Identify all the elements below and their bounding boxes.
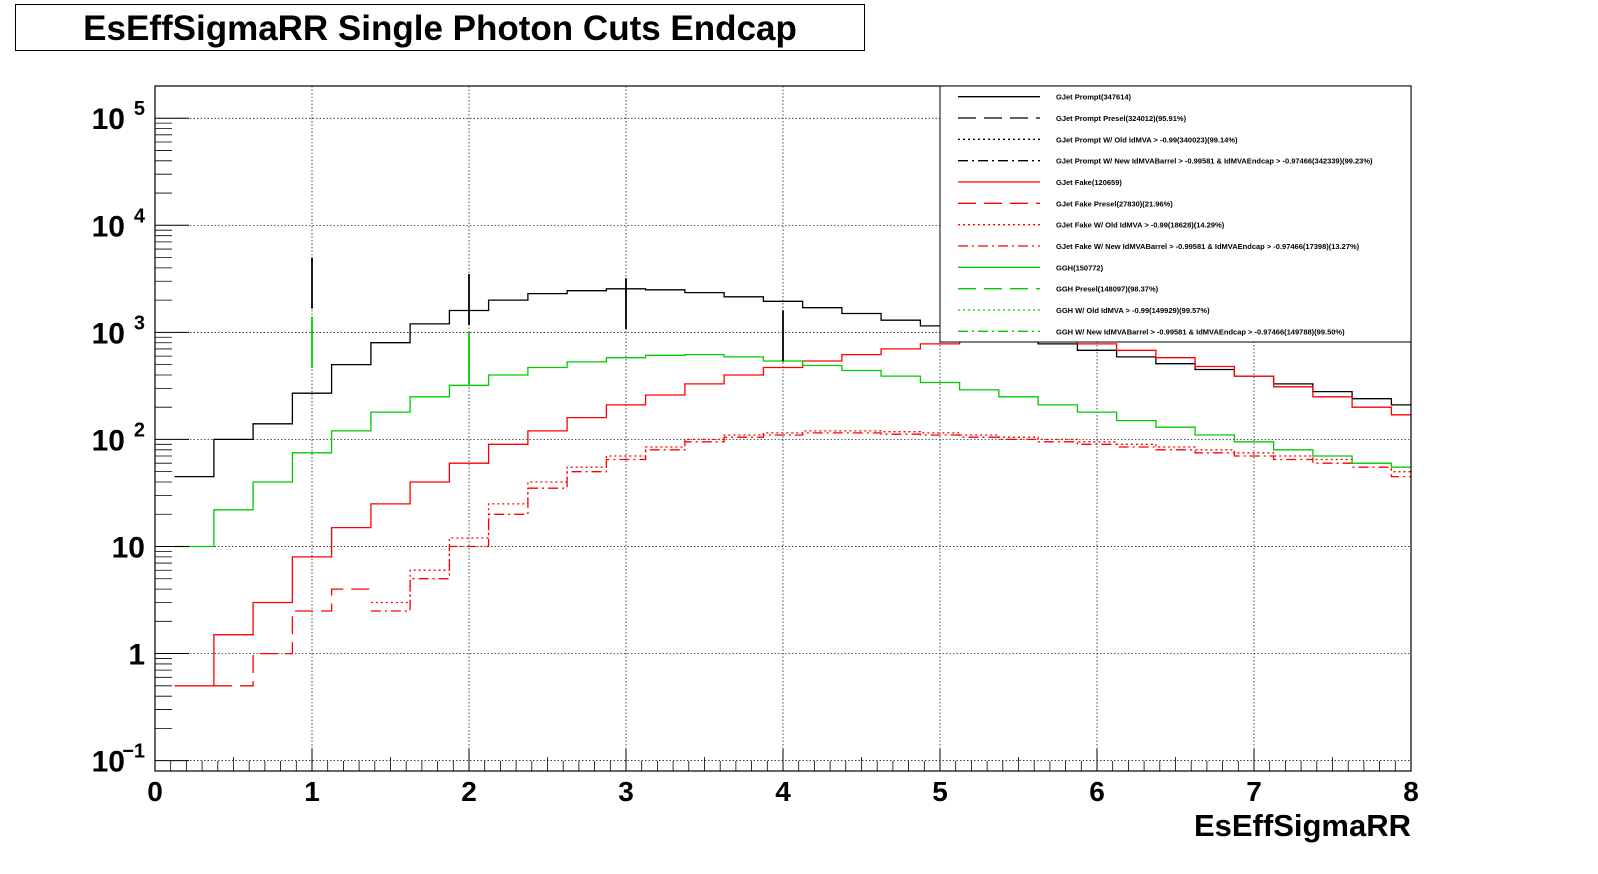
legend-label: GGH W/ Old IdMVA > -0.99(149929)(99.57%) [1056,306,1210,315]
y-tick-label: 10 [92,103,125,136]
y-tick-label: 10 [112,531,145,564]
legend-label: GGH(150772) [1056,263,1104,272]
chart-title-box: EsEffSigmaRR Single Photon Cuts Endcap [15,4,865,51]
y-tick-exponent: 3 [134,312,145,334]
y-tick-exponent: −1 [122,741,145,763]
x-tick-label: 6 [1089,776,1105,807]
x-tick-label: 4 [775,776,791,807]
y-tick-exponent: 2 [134,419,145,441]
x-tick-label: 5 [932,776,948,807]
series-line [174,337,1411,687]
x-tick-label: 2 [461,776,477,807]
legend-label: GJet Fake(120659) [1056,178,1122,187]
series-line [213,588,371,687]
y-tick-exponent: 4 [134,205,146,227]
legend-box [939,85,1412,343]
series-line [174,353,1411,548]
legend-label: GJet Prompt W/ New IdMVABarrel > -0.9958… [1056,157,1373,166]
x-axis-label: EsEffSigmaRR [1194,808,1411,843]
y-tick-label: 10 [92,746,125,779]
x-tick-label: 8 [1403,776,1419,807]
y-tick-label: 10 [92,424,125,457]
x-tick-label: 0 [147,776,163,807]
x-tick-label: 1 [304,776,320,807]
y-tick-label: 10 [92,210,125,243]
series-layer [174,257,1411,687]
y-tick-label: 10 [92,317,125,350]
series-line [174,288,1411,478]
y-tick-label: 1 [128,639,145,672]
legend-label: GJet Prompt(347614) [1056,93,1132,102]
x-tick-label: 3 [618,776,634,807]
legend-label: GJet Prompt W/ Old IdMVA > -0.99(340023)… [1056,135,1238,144]
legend-label: GJet Fake W/ New IdMVABarrel > -0.99581 … [1056,242,1360,251]
y-tick-exponent: 5 [134,98,145,120]
legend-label: GJet Fake Presel(27830)(21.96%) [1056,199,1173,208]
legend-label: GJet Fake W/ Old IdMVA > -0.99(18628)(14… [1056,221,1225,230]
legend-label: GGH Presel(148097)(98.37%) [1056,285,1159,294]
legend-label: GGH W/ New IdMVABarrel > -0.99581 & IdMV… [1056,327,1345,336]
legend-label: GJet Prompt Presel(324012)(95.91%) [1056,114,1187,123]
series-line [370,432,1411,612]
x-tick-label: 7 [1246,776,1262,807]
legend: GJet Prompt(347614) GJet Prompt Presel(32… [939,85,1412,343]
series-line [370,430,1411,604]
chart-title: EsEffSigmaRR Single Photon Cuts Endcap [83,9,797,48]
